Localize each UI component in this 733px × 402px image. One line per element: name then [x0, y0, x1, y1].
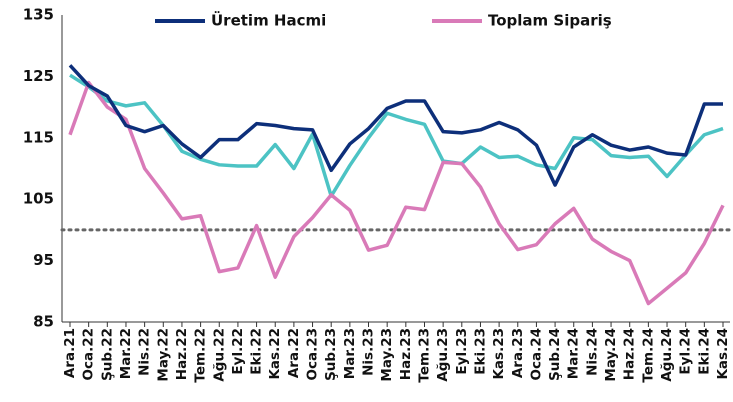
- x-tick-label: Nis.24: [584, 328, 600, 376]
- legend-label: Toplam Sipariş: [488, 12, 612, 30]
- x-tick-label: Şub.24: [547, 328, 563, 381]
- series-line: [68, 80, 725, 306]
- x-tick-label: Haz.24: [622, 328, 638, 380]
- x-tick-label: May.24: [603, 328, 619, 382]
- x-tick-label: Haz.22: [174, 328, 190, 380]
- x-tick-label: Ağu.24: [659, 328, 675, 382]
- x-tick-label: Kas.24: [715, 328, 731, 380]
- x-tick-label: Oca.23: [305, 328, 321, 381]
- x-tick-label: Ara.22: [286, 328, 302, 378]
- x-tick-label: Şub.23: [323, 328, 339, 381]
- x-tick-label: May.23: [379, 328, 395, 382]
- x-tick-label: Nis.23: [361, 328, 377, 376]
- x-tick-label: Oca.24: [528, 328, 544, 381]
- x-tick-label: Eyl.24: [678, 328, 694, 375]
- x-tick-label: Tem.22: [193, 328, 209, 383]
- y-tick-label: 85: [33, 313, 54, 331]
- series-line: [69, 73, 724, 198]
- x-tick-label: Kas.23: [491, 328, 507, 380]
- x-tick-label: Eki.23: [472, 328, 488, 375]
- x-tick-label: Tem.24: [640, 328, 656, 383]
- x-tick-label: Tem.23: [416, 328, 432, 383]
- x-tick-label: Nis.22: [137, 328, 153, 376]
- x-tick-label: Şub.22: [99, 328, 115, 381]
- x-tick-label: Ağu.22: [211, 328, 227, 382]
- x-tick-label: Kas.22: [267, 328, 283, 380]
- x-tick-label: Haz.23: [398, 328, 414, 380]
- x-tick-label: Ağu.23: [435, 328, 451, 382]
- x-tick-label: Ara.23: [510, 328, 526, 378]
- x-tick-label: Mar.22: [118, 328, 134, 379]
- x-tick-label: Mar.24: [566, 328, 582, 379]
- x-tick-label: May.22: [155, 328, 171, 382]
- x-tick-label: Ara.21: [62, 328, 78, 378]
- y-tick-label: 125: [23, 67, 54, 85]
- x-tick-label: Eyl.23: [454, 328, 470, 375]
- series-line: [68, 64, 723, 187]
- x-tick-label: Mar.23: [342, 328, 358, 379]
- y-tick-label: 105: [23, 190, 54, 208]
- y-tick-label: 115: [23, 128, 54, 146]
- y-tick-label: 135: [23, 6, 54, 24]
- x-tick-label: Oca.22: [81, 328, 97, 381]
- y-tick-label: 95: [33, 251, 54, 269]
- legend-label: Üretim Hacmi: [211, 11, 326, 30]
- x-tick-label: Eyl.22: [230, 328, 246, 375]
- x-tick-label: Eki.22: [249, 328, 265, 375]
- x-tick-label: Eki.24: [696, 328, 712, 375]
